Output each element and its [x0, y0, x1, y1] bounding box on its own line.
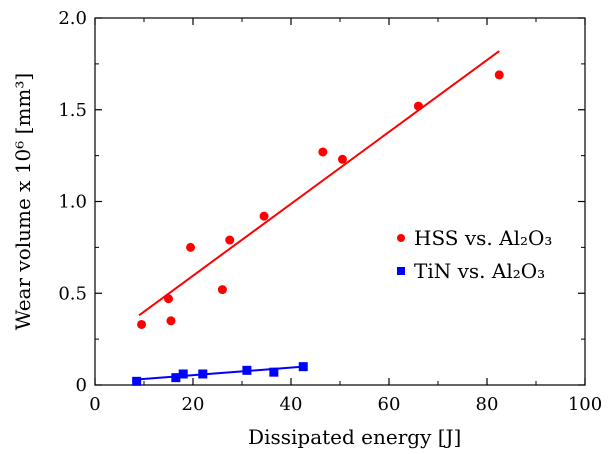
x-tick-label: 20 — [182, 394, 205, 415]
data-point-hss — [186, 242, 196, 252]
data-point-tin — [242, 365, 252, 375]
y-tick-label: 2.0 — [58, 8, 87, 29]
data-point-hss — [259, 211, 269, 221]
y-tick-label: 0.5 — [58, 283, 87, 304]
data-point-hss — [413, 101, 423, 111]
x-tick-label: 0 — [89, 394, 100, 415]
x-tick-label: 60 — [378, 394, 401, 415]
plot-area — [94, 17, 586, 386]
data-point-tin — [178, 369, 188, 379]
data-point-hss — [318, 147, 328, 157]
data-point-hss — [217, 285, 227, 295]
y-tick-label: 1.0 — [58, 192, 87, 213]
data-point-hss — [164, 294, 173, 304]
legend-label-hss: HSS vs. Al₂O₃ — [414, 226, 552, 250]
legend-marker-tin — [397, 267, 405, 275]
data-point-hss — [225, 235, 235, 245]
x-tick-label: 80 — [476, 394, 499, 415]
data-point-hss — [337, 154, 347, 164]
data-points — [132, 70, 504, 386]
plot-frame — [94, 17, 586, 386]
y-tick-label: 1.5 — [58, 100, 87, 121]
legend: HSS vs. Al₂O₃ TiN vs. Al₂O₃ — [397, 226, 552, 283]
x-tick-label: 100 — [568, 394, 602, 415]
data-point-tin — [171, 373, 181, 383]
axis-ticks: 0 20 40 60 80 100 0 0.5 1.0 1.5 2.0 — [58, 8, 602, 415]
legend-label-tin: TiN vs. Al₂O₃ — [414, 259, 545, 283]
data-point-hss — [494, 70, 504, 80]
legend-marker-hss — [397, 234, 405, 242]
data-point-tin — [298, 362, 308, 372]
legend-item-hss: HSS vs. Al₂O₃ — [397, 226, 552, 250]
data-point-tin — [269, 367, 279, 377]
x-axis-label: Dissipated energy [J] — [248, 425, 461, 449]
fit-line-hss — [138, 50, 500, 317]
data-point-tin — [198, 369, 208, 379]
legend-item-tin: TiN vs. Al₂O₃ — [397, 259, 545, 283]
y-tick-label: 0 — [76, 375, 87, 396]
data-point-tin — [132, 376, 142, 386]
fit-lines — [136, 50, 500, 381]
x-tick-label: 40 — [280, 394, 303, 415]
y-axis-label: Wear volume x 10⁶ [mm³] — [11, 73, 35, 330]
data-point-hss — [137, 319, 147, 329]
data-point-hss — [166, 316, 176, 326]
